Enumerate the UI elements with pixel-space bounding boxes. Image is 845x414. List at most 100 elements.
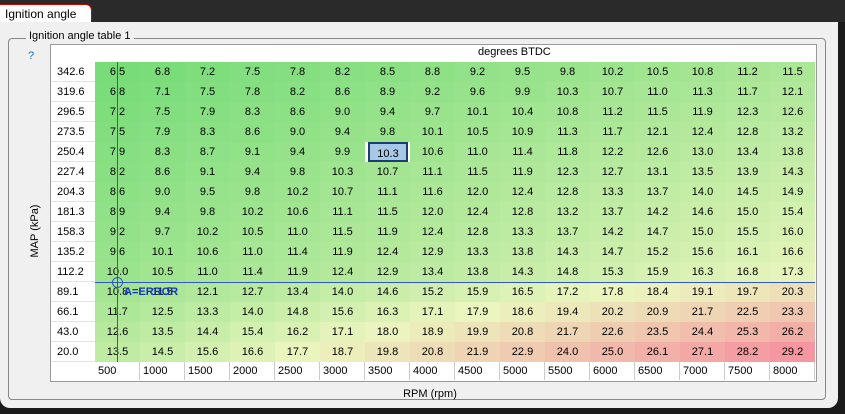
- value-cell: 13.5: [140, 322, 185, 342]
- tab-bar: [0, 0, 845, 22]
- row-label: 273.5: [51, 122, 95, 142]
- value-cell: 26.1: [635, 342, 680, 362]
- row-label: 89.1: [51, 282, 95, 302]
- value-cell: 17.2: [545, 282, 590, 302]
- value-cell: 9.8: [185, 202, 230, 222]
- value-cell: 13.8: [770, 142, 815, 162]
- value-cell: 14.6: [365, 282, 410, 302]
- value-cell: 19.7: [725, 282, 770, 302]
- value-cell: 12.6: [770, 102, 815, 122]
- value-cell: 12.4: [680, 122, 725, 142]
- x-axis-label: RPM (rpm): [403, 388, 457, 400]
- value-cell: 7.5: [230, 62, 275, 82]
- row-label: 342.6: [51, 62, 95, 82]
- value-cell: 12.8: [500, 202, 545, 222]
- value-cell: 22.5: [725, 302, 770, 322]
- value-cell: 11.8: [545, 142, 590, 162]
- help-link[interactable]: ?: [28, 50, 35, 62]
- value-cell: 10.2: [185, 222, 230, 242]
- value-cell: 12.4: [455, 202, 500, 222]
- value-cell: 11.0: [635, 82, 680, 102]
- value-cell: 9.1: [230, 142, 275, 162]
- column-label: 1000: [140, 362, 185, 380]
- value-cell: 13.3: [455, 242, 500, 262]
- value-cell: 8.7: [185, 142, 230, 162]
- value-cell: 18.9: [410, 322, 455, 342]
- group-title: Ignition angle table 1: [26, 30, 134, 42]
- value-cell: 7.1: [140, 82, 185, 102]
- value-cell: 11.7: [590, 122, 635, 142]
- value-cell: 14.8: [275, 302, 320, 322]
- value-cell: 16.1: [725, 242, 770, 262]
- value-cell: 18.7: [320, 342, 365, 362]
- value-cell: 19.9: [455, 322, 500, 342]
- value-cell: 15.0: [725, 202, 770, 222]
- value-cell: 13.0: [680, 142, 725, 162]
- column-label: 6000: [590, 362, 635, 380]
- value-cell: 9.8: [275, 162, 320, 182]
- value-cell: 13.5: [680, 162, 725, 182]
- value-cell: 8.6: [275, 102, 320, 122]
- column-label: 3000: [320, 362, 365, 380]
- value-cell: 13.3: [590, 182, 635, 202]
- value-cell: 13.2: [770, 122, 815, 142]
- value-cell: 9.1: [185, 162, 230, 182]
- column-label: 6500: [635, 362, 680, 380]
- value-cell: 13.8: [500, 242, 545, 262]
- row-label: 227.4: [51, 162, 95, 182]
- value-cell: 11.5: [770, 62, 815, 82]
- value-cell: 10.7: [320, 182, 365, 202]
- value-cell: 16.6: [230, 342, 275, 362]
- value-cell: 12.3: [545, 162, 590, 182]
- value-cell: 13.4: [410, 262, 455, 282]
- column-label: 4000: [410, 362, 455, 380]
- value-cell: 16.3: [365, 302, 410, 322]
- value-cell: 12.0: [455, 182, 500, 202]
- value-cell: 10.6: [410, 142, 455, 162]
- row-label: 158.3: [51, 222, 95, 242]
- value-cell: 8.3: [140, 142, 185, 162]
- value-cell: 9.4: [230, 162, 275, 182]
- value-cell: 10.3: [545, 82, 590, 102]
- value-cell: 13.7: [590, 202, 635, 222]
- value-cell: 6.8: [140, 62, 185, 82]
- value-cell: 28.2: [725, 342, 770, 362]
- value-cell: 11.5: [140, 282, 185, 302]
- value-cell: 8.6: [140, 162, 185, 182]
- value-cell: 27.1: [680, 342, 725, 362]
- value-cell: 14.9: [770, 182, 815, 202]
- value-cell: 14.5: [140, 342, 185, 362]
- value-cell: 20.8: [500, 322, 545, 342]
- value-cell: 13.7: [635, 182, 680, 202]
- value-cell: 12.4: [365, 242, 410, 262]
- value-cell: 15.6: [320, 302, 365, 322]
- value-cell: 12.2: [590, 142, 635, 162]
- value-cell: 12.4: [320, 262, 365, 282]
- value-cell: 13.3: [500, 222, 545, 242]
- tab[interactable]: Ignition angle: [0, 4, 92, 22]
- row-label: 66.1: [51, 302, 95, 322]
- value-cell: 23.5: [635, 322, 680, 342]
- table-title-text: degrees BTDC: [478, 46, 551, 58]
- value-cell: 11.0: [185, 262, 230, 282]
- value-cell: 20.9: [635, 302, 680, 322]
- value-cell: 8.8: [410, 62, 455, 82]
- value-cell: 15.6: [680, 242, 725, 262]
- value-cell: 10.1: [140, 242, 185, 262]
- value-cell: 17.9: [455, 302, 500, 322]
- value-cell: 17.8: [590, 282, 635, 302]
- value-cell: 14.2: [635, 202, 680, 222]
- value-cell: 18.0: [365, 322, 410, 342]
- value-cell: 10.5: [230, 222, 275, 242]
- row-label: 181.3: [51, 202, 95, 222]
- value-cell: 9.0: [320, 102, 365, 122]
- value-cell: 21.7: [545, 322, 590, 342]
- value-cell: 9.4: [275, 142, 320, 162]
- value-cell: 11.3: [545, 122, 590, 142]
- column-label: 7000: [680, 362, 725, 380]
- value-cell[interactable]: 10.3: [368, 142, 408, 162]
- value-cell: 14.0: [230, 302, 275, 322]
- value-cell: 13.3: [185, 302, 230, 322]
- value-cell: 15.3: [590, 262, 635, 282]
- value-cell: 10.2: [590, 62, 635, 82]
